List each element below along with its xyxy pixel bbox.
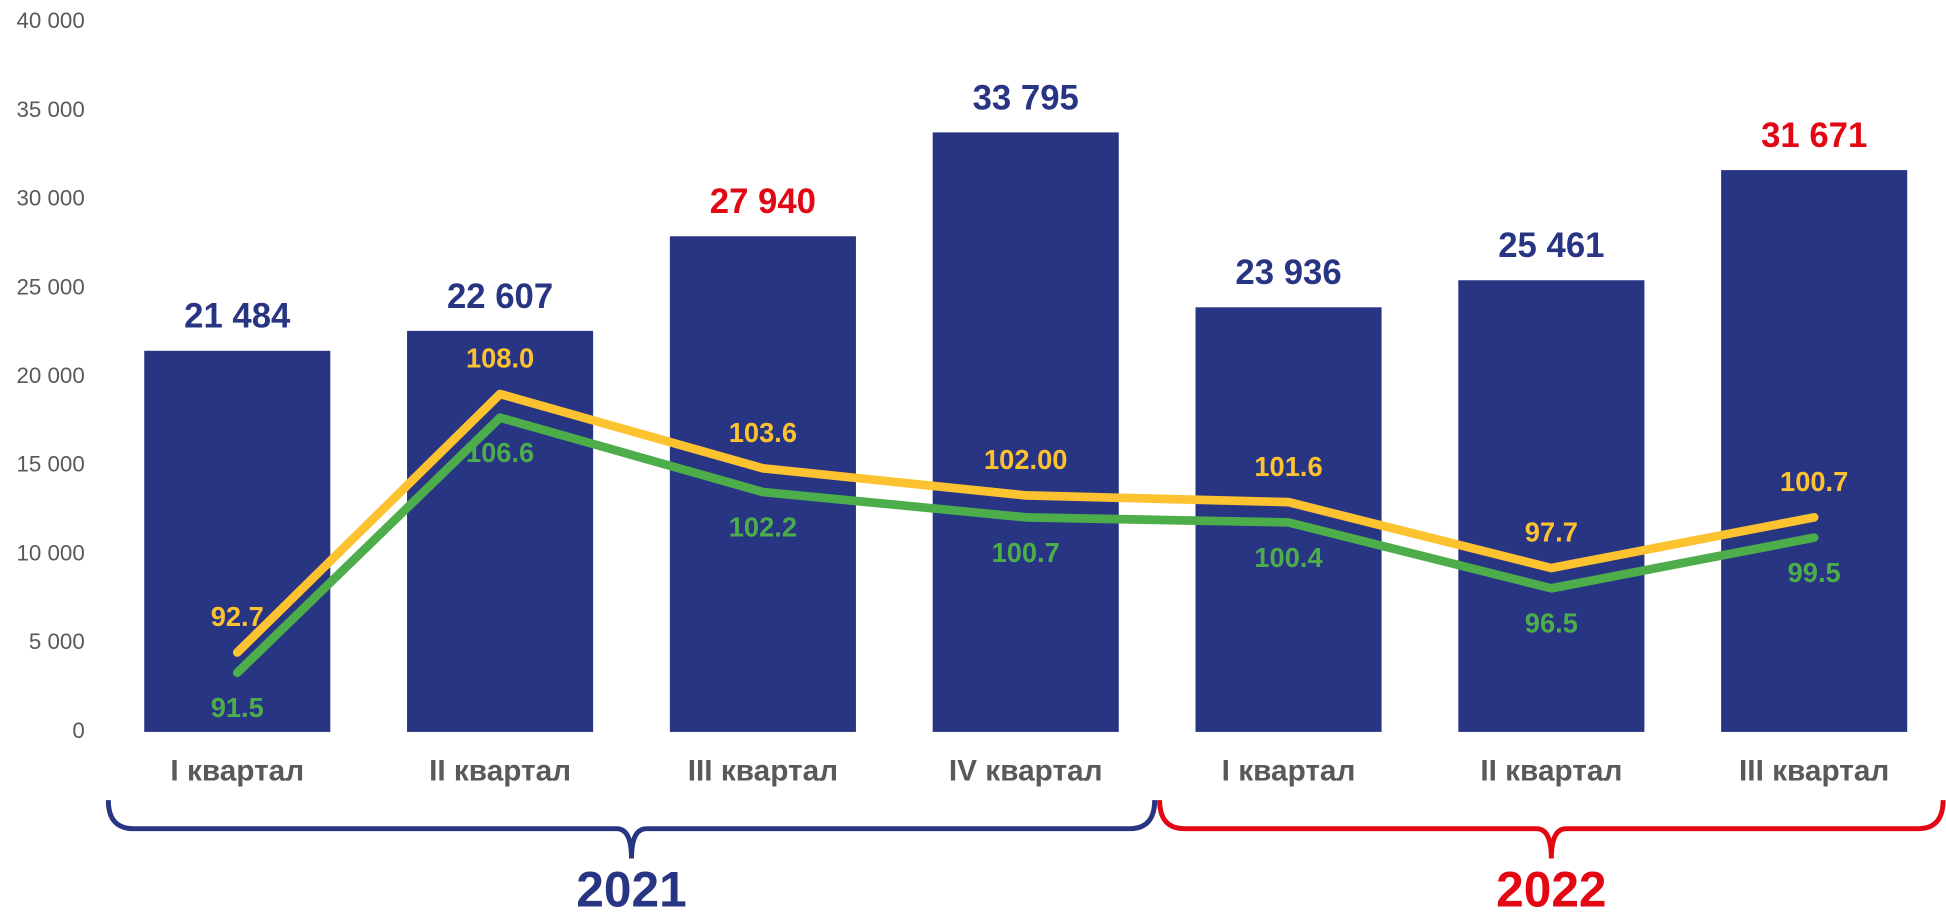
x-tick-label: IV квартал <box>949 755 1103 788</box>
line-value-label: 99.5 <box>1788 557 1841 588</box>
bar-value-label: 33 795 <box>973 79 1079 117</box>
line-value-label: 106.6 <box>466 437 534 468</box>
bar-value-label: 21 484 <box>184 298 291 336</box>
line-value-label: 91.5 <box>211 692 264 723</box>
line-value-label: 92.7 <box>211 601 264 632</box>
y-tick-label: 30 000 <box>17 186 85 211</box>
group-brace <box>105 800 1158 859</box>
y-tick-label: 20 000 <box>17 363 85 388</box>
line-value-label: 103.6 <box>729 417 797 448</box>
x-tick-label: I квартал <box>1222 755 1356 788</box>
group-label: 2022 <box>1496 861 1606 917</box>
line-value-label: 100.7 <box>1780 466 1848 497</box>
y-tick-label: 40 000 <box>17 8 85 33</box>
bar <box>669 236 856 732</box>
group-brace <box>1157 800 1946 859</box>
x-tick-label: I квартал <box>170 755 304 788</box>
bar-value-label: 25 461 <box>1498 227 1604 265</box>
bar-value-label: 27 940 <box>710 183 816 221</box>
y-tick-label: 35 000 <box>17 97 85 122</box>
y-tick-label: 10 000 <box>17 540 85 565</box>
bar-value-label: 31 671 <box>1761 117 1867 155</box>
group-label: 2021 <box>576 861 686 917</box>
y-tick-label: 5 000 <box>29 629 85 654</box>
line-value-label: 100.7 <box>992 537 1060 568</box>
bar <box>1458 280 1645 732</box>
y-tick-label: 0 <box>72 718 84 743</box>
y-tick-label: 15 000 <box>17 452 85 477</box>
x-tick-label: III квартал <box>688 755 838 788</box>
line-value-label: 97.7 <box>1525 517 1578 548</box>
line-value-label: 102.2 <box>729 511 797 542</box>
line-value-label: 101.6 <box>1254 451 1322 482</box>
bar-value-label: 23 936 <box>1235 254 1341 292</box>
y-tick-label: 25 000 <box>17 274 85 299</box>
bar <box>932 132 1119 732</box>
x-tick-label: II квартал <box>429 755 571 788</box>
bar-value-label: 22 607 <box>447 278 553 316</box>
index-line <box>232 413 1819 678</box>
x-tick-label: III квартал <box>1739 755 1889 788</box>
x-tick-label: II квартал <box>1480 755 1622 788</box>
index-line <box>232 389 1819 657</box>
bar <box>1721 170 1908 732</box>
line-value-label: 108.0 <box>466 343 534 374</box>
line-value-label: 100.4 <box>1254 542 1323 573</box>
line-value-label: 102.00 <box>984 444 1067 475</box>
line-value-label: 96.5 <box>1525 608 1578 639</box>
